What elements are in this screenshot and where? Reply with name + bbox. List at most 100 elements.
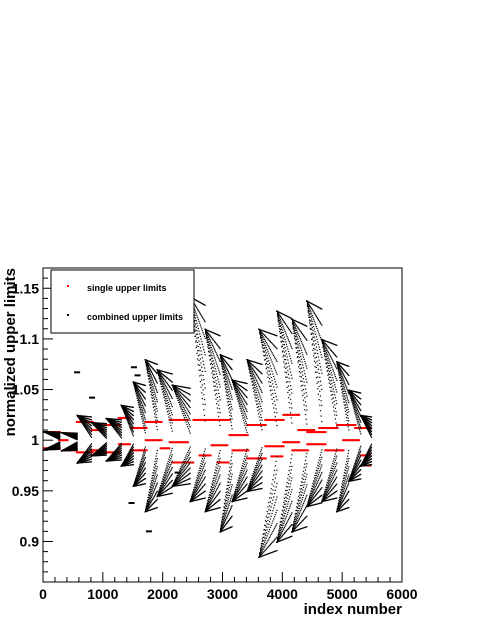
combined-limit-point <box>80 420 82 422</box>
combined-limit-point <box>203 367 206 369</box>
combined-limit-point <box>183 406 185 409</box>
combined-limit-point <box>113 456 116 458</box>
single-limit-point <box>264 418 268 421</box>
combined-limit-point <box>90 419 92 421</box>
combined-limit-point <box>184 468 186 470</box>
combined-limit-point <box>95 425 97 427</box>
combined-limit-point <box>76 441 78 443</box>
combined-limit-point <box>205 509 208 511</box>
combined-limit-point <box>104 434 106 436</box>
combined-limit-point <box>65 447 67 450</box>
combined-limit-point <box>89 426 91 428</box>
combined-limit-point <box>161 383 163 385</box>
combined-limit-point <box>72 448 74 450</box>
combined-limit-point <box>158 373 160 375</box>
combined-limit-point <box>206 510 208 512</box>
combined-limit-point <box>197 488 199 490</box>
combined-limit-point <box>178 387 180 390</box>
combined-limit-point <box>201 482 203 484</box>
combined-limit-point <box>209 359 212 361</box>
combined-limit-point <box>116 420 118 422</box>
combined-limit-point <box>104 422 106 425</box>
combined-limit-point <box>151 499 153 502</box>
combined-limit-point <box>85 450 87 452</box>
combined-limit-point <box>153 478 155 480</box>
combined-limit-point <box>89 418 91 421</box>
combined-limit-point <box>155 486 157 488</box>
combined-limit-point <box>79 418 81 421</box>
combined-limit-point <box>156 466 158 468</box>
combined-limit-point <box>150 380 152 382</box>
combined-limit-point <box>111 424 113 427</box>
combined-limit-point <box>152 477 154 479</box>
combined-limit-point <box>182 390 184 392</box>
combined-limit-point <box>53 445 55 447</box>
combined-limit-point <box>71 446 73 448</box>
combined-limit-point <box>183 483 186 486</box>
combined-limit-point <box>207 346 209 348</box>
combined-limit-point <box>226 372 228 375</box>
combined-limit-point <box>201 316 204 318</box>
combined-limit-point <box>128 413 130 416</box>
single-limit-point <box>147 420 151 423</box>
combined-limit-point <box>221 364 223 366</box>
combined-limit-point <box>56 447 59 449</box>
combined-limit-point <box>229 382 231 384</box>
combined-limit-point <box>164 387 166 389</box>
combined-limit-point <box>165 381 167 383</box>
combined-limit-point <box>168 379 171 381</box>
combined-limit-point <box>167 465 169 467</box>
combined-limit-point <box>183 412 186 415</box>
combined-limit-point <box>166 372 169 374</box>
combined-limit-point <box>120 465 122 467</box>
combined-limit-point <box>146 361 149 363</box>
combined-limit-point <box>155 419 157 421</box>
combined-limit-point <box>184 396 186 398</box>
combined-limit-point <box>159 378 161 381</box>
combined-limit-point <box>185 455 187 457</box>
combined-limit-point <box>200 302 202 304</box>
combined-limit-point <box>118 446 120 448</box>
combined-limit-point <box>118 427 120 429</box>
combined-limit-point <box>75 444 77 446</box>
combined-limit-point <box>140 400 142 402</box>
combined-limit-point <box>84 415 87 417</box>
combined-limit-point <box>177 399 179 401</box>
combined-limit-point <box>149 376 151 378</box>
combined-limit-point <box>49 434 51 436</box>
combined-limit-point <box>144 472 146 474</box>
combined-limit-point <box>170 396 173 398</box>
combined-limit-point <box>120 445 122 448</box>
combined-limit-point <box>152 469 155 471</box>
combined-limit-point <box>59 442 61 444</box>
single-limit-point <box>154 439 158 442</box>
combined-limit-point <box>96 450 98 452</box>
combined-limit-point <box>212 331 214 334</box>
combined-limit-point <box>125 409 127 412</box>
combined-limit-point <box>231 418 233 420</box>
combined-limit-point <box>54 445 56 447</box>
combined-limit-point <box>216 407 218 409</box>
combined-limit-point <box>183 458 186 461</box>
combined-limit-point <box>206 331 208 333</box>
combined-limit-point <box>143 456 145 458</box>
combined-limit-point <box>152 474 155 477</box>
combined-limit-point <box>92 424 95 426</box>
combined-limit-point <box>158 492 160 495</box>
single-limit-point <box>340 424 345 426</box>
combined-limit-point <box>147 368 150 370</box>
combined-limit-point <box>109 418 112 420</box>
combined-limit-point <box>196 315 198 317</box>
combined-limit-point <box>101 428 103 430</box>
combined-limit-point <box>203 477 206 479</box>
combined-limit-point <box>90 421 92 424</box>
combined-limit-point <box>162 370 164 372</box>
combined-limit-point <box>187 460 189 463</box>
combined-limit-point <box>186 392 188 394</box>
combined-limit-point <box>208 344 210 346</box>
combined-limit-point <box>167 484 169 486</box>
combined-limit-point <box>102 434 104 436</box>
combined-limit-point <box>187 456 189 458</box>
combined-limit-point <box>197 476 199 478</box>
combined-limit-point <box>140 460 142 462</box>
